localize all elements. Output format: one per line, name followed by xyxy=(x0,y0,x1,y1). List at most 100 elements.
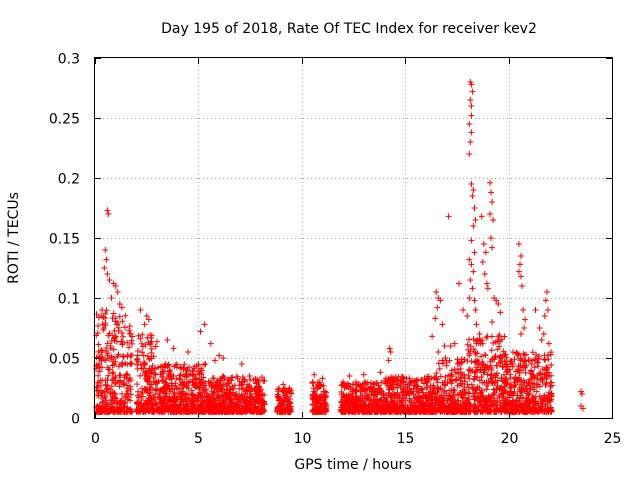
data-point xyxy=(146,365,153,372)
data-point xyxy=(105,409,112,415)
data-point xyxy=(140,352,147,359)
data-point xyxy=(530,395,537,402)
data-point xyxy=(544,364,550,371)
data-point xyxy=(241,378,248,385)
data-point xyxy=(533,351,540,358)
data-point xyxy=(439,379,446,386)
data-point xyxy=(478,374,485,380)
data-point xyxy=(231,382,238,389)
data-point xyxy=(196,378,203,385)
data-point xyxy=(526,390,533,397)
data-point xyxy=(129,333,136,340)
data-point xyxy=(171,389,178,396)
data-point xyxy=(181,379,188,385)
data-point xyxy=(246,408,253,415)
data-point xyxy=(216,352,223,359)
data-point xyxy=(531,380,538,387)
data-point xyxy=(221,375,228,381)
data-point xyxy=(191,363,198,370)
data-point xyxy=(439,357,446,364)
data-point xyxy=(146,397,153,403)
data-point xyxy=(483,409,489,415)
data-point xyxy=(120,401,127,408)
data-point xyxy=(422,394,429,401)
data-point xyxy=(467,97,474,103)
data-point xyxy=(502,351,509,358)
data-point xyxy=(246,373,253,379)
data-point xyxy=(468,261,475,268)
data-point xyxy=(189,403,196,410)
data-point xyxy=(196,385,202,392)
data-point xyxy=(168,405,175,412)
data-point xyxy=(516,386,523,393)
data-point xyxy=(357,382,364,389)
data-point xyxy=(137,372,144,379)
data-point xyxy=(507,381,514,388)
data-point xyxy=(397,377,404,384)
data-point xyxy=(486,406,493,413)
data-point xyxy=(470,346,477,352)
data-point xyxy=(228,397,235,404)
data-point xyxy=(253,388,260,395)
data-point xyxy=(507,371,514,378)
data-point xyxy=(261,377,268,384)
data-point xyxy=(116,313,123,320)
data-point xyxy=(445,405,452,412)
data-point xyxy=(406,385,413,392)
data-point xyxy=(135,388,142,395)
data-point xyxy=(496,343,503,350)
data-point xyxy=(323,393,329,400)
data-point xyxy=(193,376,200,382)
data-point xyxy=(382,408,389,415)
data-point xyxy=(470,268,477,275)
data-point xyxy=(278,402,285,409)
data-point xyxy=(513,397,520,404)
data-point xyxy=(181,365,188,372)
data-point xyxy=(466,121,473,127)
data-point xyxy=(489,319,496,325)
data-point xyxy=(519,283,525,289)
data-point xyxy=(521,352,528,359)
data-point xyxy=(541,374,547,381)
data-point xyxy=(385,390,392,397)
data-point xyxy=(478,353,485,360)
data-point xyxy=(548,349,554,356)
x-tick-label: 0 xyxy=(91,431,100,447)
data-point xyxy=(160,370,167,377)
data-point xyxy=(275,393,282,400)
data-point xyxy=(139,331,146,338)
data-point xyxy=(445,213,452,220)
data-point xyxy=(354,400,361,407)
data-point xyxy=(126,330,133,337)
data-point xyxy=(103,347,110,354)
data-point xyxy=(518,331,524,337)
data-point xyxy=(488,347,495,354)
data-point xyxy=(465,346,472,353)
data-point xyxy=(449,396,456,403)
data-point xyxy=(202,361,209,367)
data-point xyxy=(474,350,481,357)
data-point xyxy=(467,139,474,145)
data-point xyxy=(119,341,126,348)
data-point xyxy=(521,358,528,365)
data-point xyxy=(548,372,554,379)
data-point xyxy=(434,304,441,311)
data-point xyxy=(479,359,486,366)
data-point xyxy=(471,205,478,211)
data-point xyxy=(344,397,351,404)
data-point xyxy=(447,343,454,349)
data-point xyxy=(502,379,509,386)
data-point xyxy=(259,374,265,381)
data-point xyxy=(210,408,217,415)
data-point xyxy=(543,289,550,295)
data-point xyxy=(98,393,105,400)
data-point xyxy=(99,403,106,410)
data-point xyxy=(531,364,538,371)
data-point xyxy=(228,408,235,415)
data-point xyxy=(201,361,208,368)
data-point xyxy=(112,374,119,380)
data-point xyxy=(220,355,227,361)
data-point xyxy=(104,364,111,371)
data-point xyxy=(453,406,460,413)
data-point xyxy=(110,400,117,407)
